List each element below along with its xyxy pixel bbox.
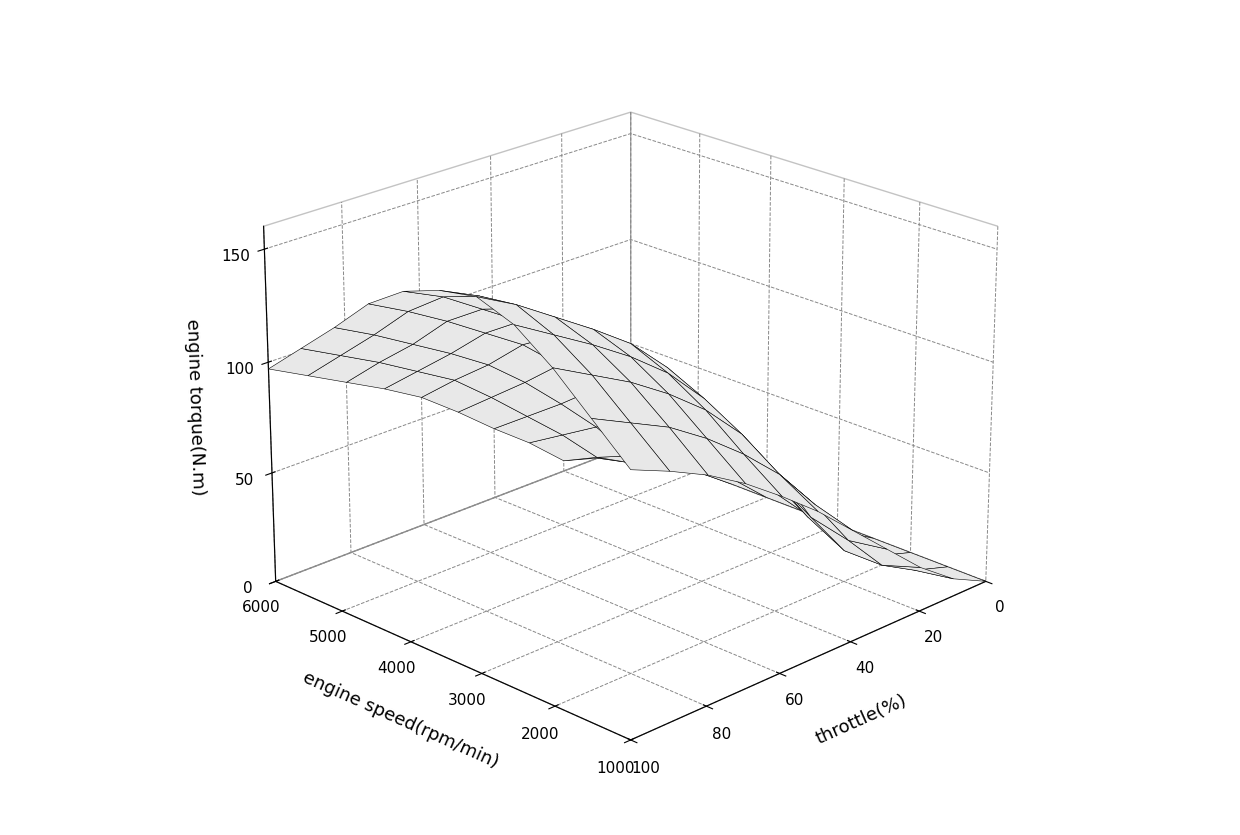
Y-axis label: engine speed(rpm/min): engine speed(rpm/min) — [300, 668, 501, 772]
X-axis label: throttle(%): throttle(%) — [813, 691, 910, 748]
